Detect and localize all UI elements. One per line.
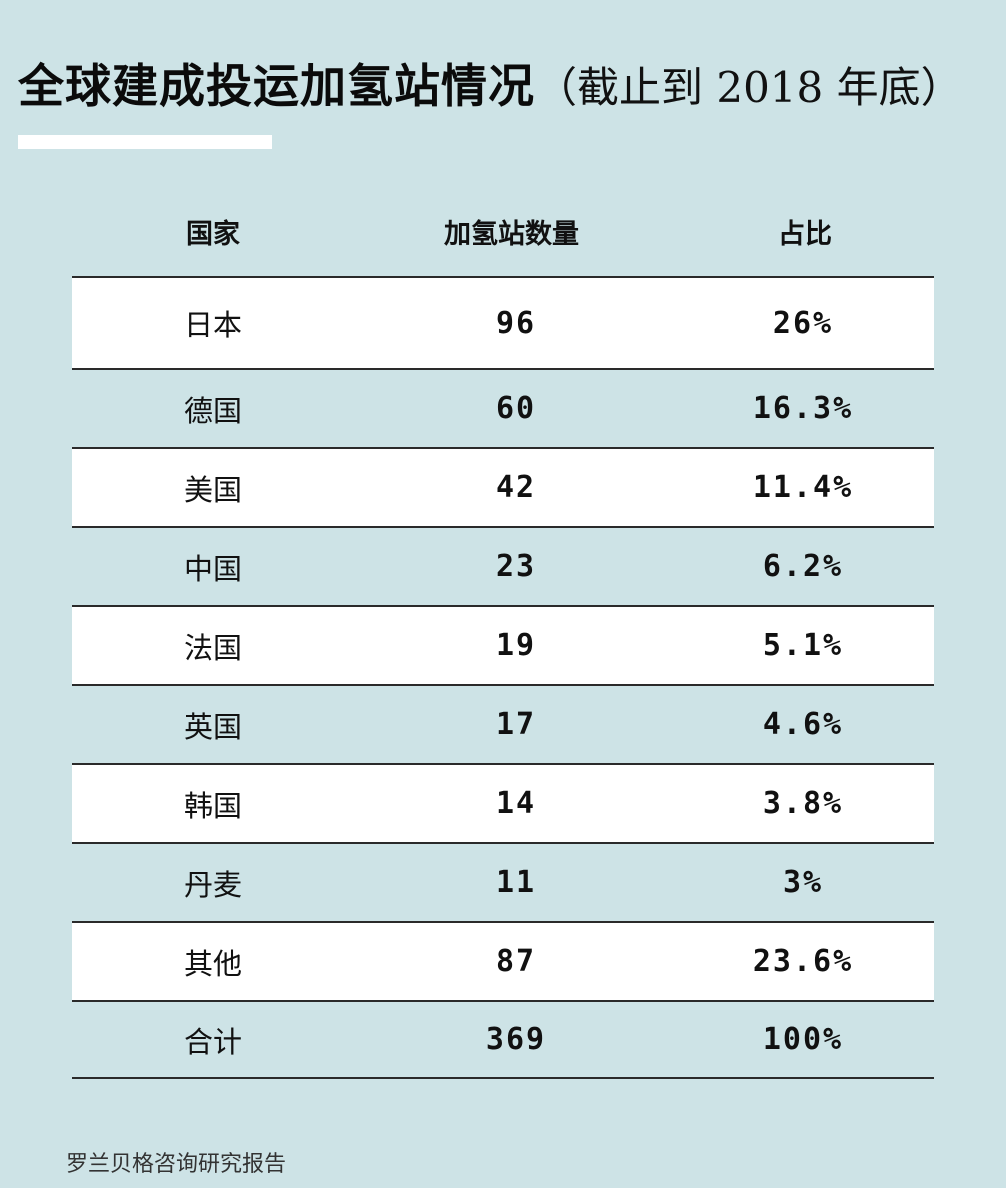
table-header: 国家 加氢站数量 占比	[72, 210, 934, 260]
table-row: 德国 60 16.3%	[72, 368, 934, 447]
cell-share: 4.6%	[762, 707, 844, 742]
source-note: 罗兰贝格咨询研究报告	[66, 1152, 287, 1177]
table-row-total: 合计 369 100%	[72, 1000, 934, 1079]
header-country: 国家	[186, 219, 240, 250]
title-underline-bar	[18, 135, 272, 149]
cell-country: 英国	[184, 709, 243, 744]
page-title: 全球建成投运加氢站情况（截止到 2018 年底）	[18, 50, 963, 116]
cell-country: 丹麦	[184, 867, 243, 902]
title-main: 全球建成投运加氢站情况	[18, 59, 535, 113]
cell-share: 100%	[762, 1022, 844, 1057]
cell-station-count: 14	[495, 786, 537, 821]
cell-share: 26%	[772, 305, 834, 341]
cell-country: 德国	[184, 393, 243, 428]
cell-station-count: 96	[495, 305, 537, 341]
cell-share: 23.6%	[752, 944, 854, 979]
table-row: 法国 19 5.1%	[72, 605, 934, 684]
cell-station-count: 60	[495, 391, 537, 426]
header-share: 占比	[778, 219, 832, 250]
data-table: 日本 96 26% 德国 60 16.3% 美国 42 11.4% 中国 23 …	[72, 276, 934, 1079]
cell-share: 5.1%	[762, 628, 844, 663]
table-row: 其他 87 23.6%	[72, 921, 934, 1000]
cell-share: 16.3%	[752, 391, 854, 426]
cell-station-count: 23	[495, 549, 537, 584]
table-row: 日本 96 26%	[72, 276, 934, 368]
cell-country: 法国	[184, 630, 243, 665]
cell-share: 3.8%	[762, 786, 844, 821]
cell-country: 日本	[184, 308, 243, 342]
cell-station-count: 87	[495, 944, 537, 979]
cell-country: 美国	[184, 472, 243, 507]
header-station-count: 加氢站数量	[444, 219, 579, 250]
cell-country: 合计	[184, 1024, 243, 1059]
cell-station-count: 19	[495, 628, 537, 663]
table-row: 丹麦 11 3%	[72, 842, 934, 921]
table-row: 韩国 14 3.8%	[72, 763, 934, 842]
title-subtitle: （截止到 2018 年底）	[535, 63, 963, 112]
cell-country: 其他	[184, 946, 243, 981]
cell-country: 韩国	[184, 788, 243, 823]
cell-station-count: 42	[495, 470, 537, 505]
table-row: 美国 42 11.4%	[72, 447, 934, 526]
cell-country: 中国	[184, 551, 243, 586]
cell-station-count: 11	[495, 865, 537, 900]
cell-share: 11.4%	[752, 470, 854, 505]
cell-station-count: 369	[485, 1022, 547, 1057]
cell-share: 3%	[782, 865, 824, 900]
table-row: 英国 17 4.6%	[72, 684, 934, 763]
table-row: 中国 23 6.2%	[72, 526, 934, 605]
cell-share: 6.2%	[762, 549, 844, 584]
cell-station-count: 17	[495, 707, 537, 742]
